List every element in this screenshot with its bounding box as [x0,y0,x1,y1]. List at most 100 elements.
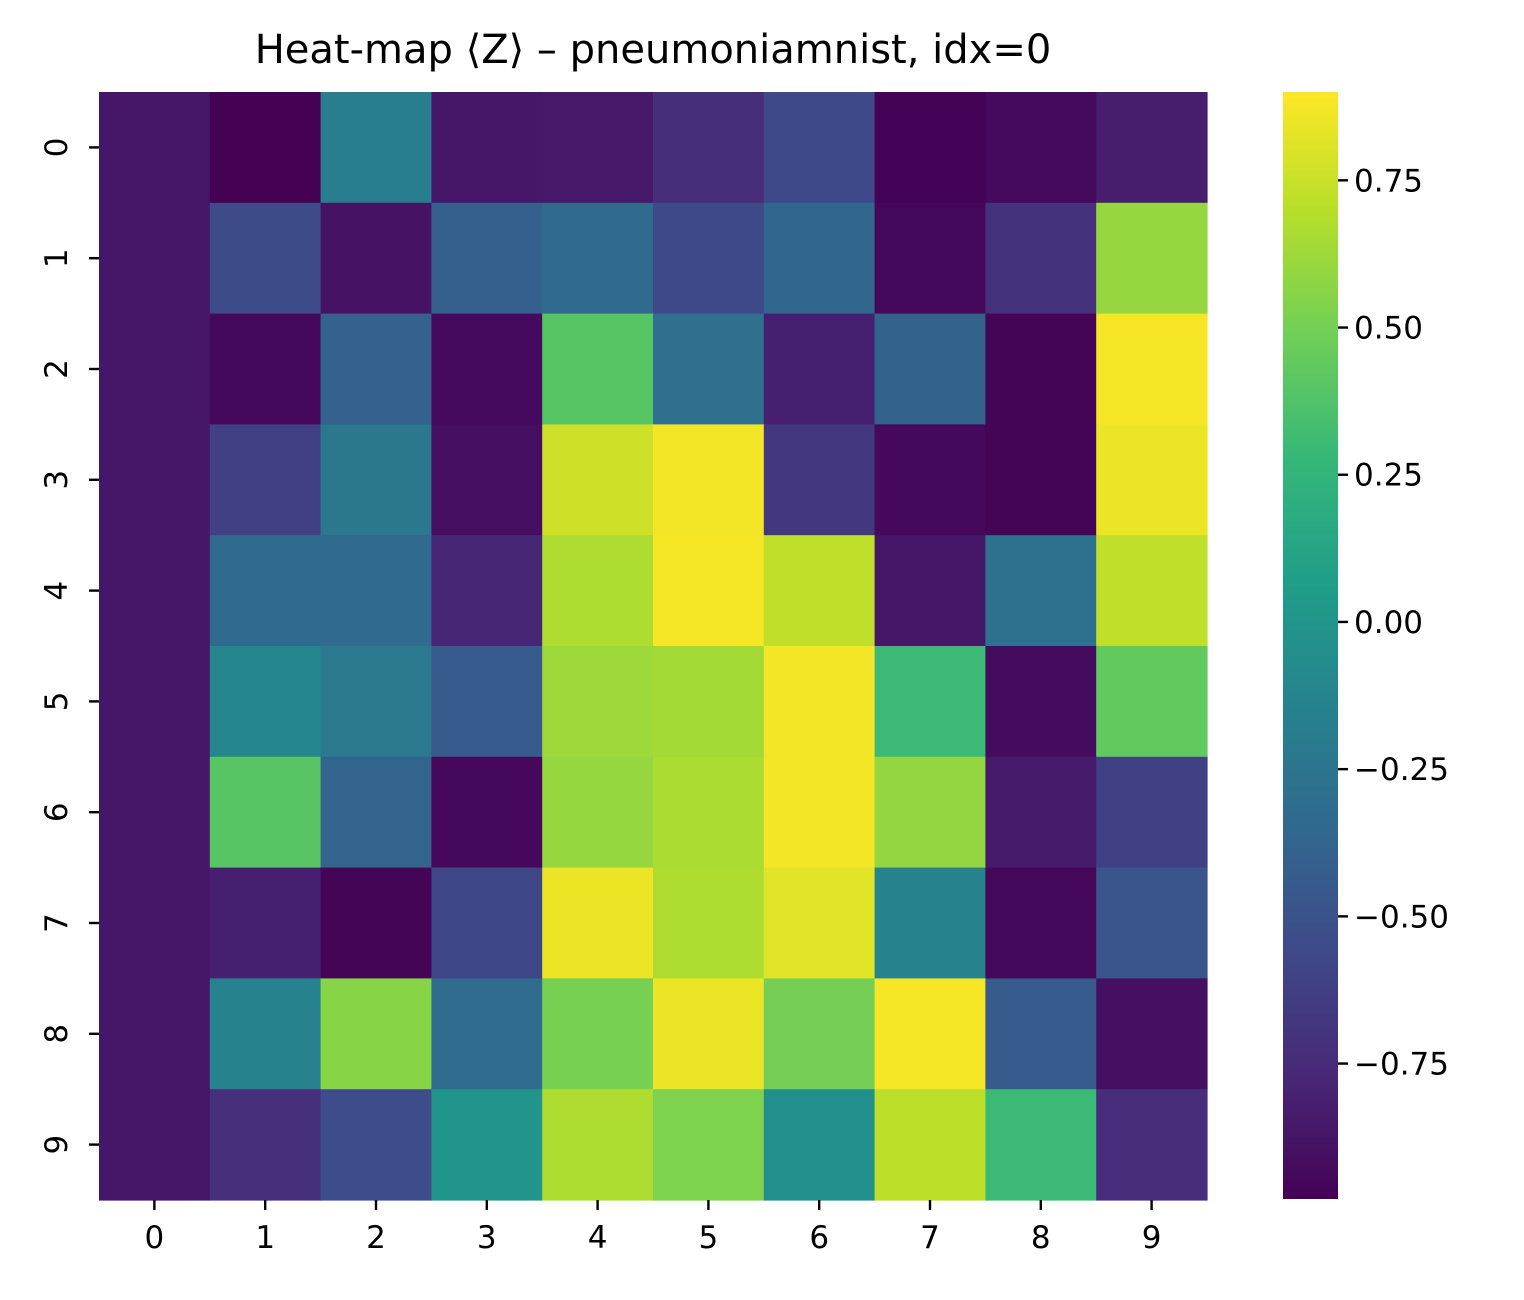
x-tick-label: 3 [477,1220,497,1256]
heatmap-cell-r2-c5 [653,313,765,425]
heatmap-cell-r2-c3 [431,313,543,425]
heatmap-cell-r8-c3 [431,978,543,1090]
heatmap-cell-r5-c3 [431,646,543,758]
heatmap-cell-r0-c7 [874,92,986,204]
heatmap-cell-r9-c6 [763,1089,876,1201]
heatmap-cell-r6-c7 [874,756,986,869]
heatmap-cell-r6-c2 [320,756,432,869]
heatmap-cell-r0-c3 [431,92,543,204]
heatmap-cell-r7-c7 [874,867,986,979]
heatmap-cell-r4-c2 [320,535,432,647]
chart-title: Heat-map ⟨Z⟩ – pneumoniamnist, idx=0 [255,27,1052,73]
x-tick-label: 5 [699,1220,719,1256]
heatmap-cell-r0-c8 [985,92,1097,204]
heatmap-cell-r1-c3 [431,202,543,315]
x-tick-label: 1 [255,1220,275,1256]
colorbar-ticks: 0.75 0.50 0.25 0.00 −0.25 −0.50 −0.75 [1338,163,1449,1083]
heatmap-cell-r4-c1 [209,535,322,647]
heatmap-cell-r8-c4 [542,978,654,1090]
heatmap-cell-r2-c8 [985,313,1097,425]
heatmap-cell-r7-c5 [653,867,765,979]
heatmap-cells [99,92,1208,1201]
heatmap-cell-r1-c1 [209,202,322,315]
heatmap-cell-r7-c9 [1096,867,1208,979]
heatmap-cell-r3-c2 [320,424,432,536]
heatmap-cell-r8-c2 [320,978,432,1090]
heatmap-cell-r5-c9 [1096,646,1208,758]
x-tick-label: 7 [920,1220,940,1256]
heatmap-cell-r4-c6 [763,535,876,647]
heatmap-cell-r2-c0 [99,313,211,425]
heatmap-cell-r2-c1 [209,313,322,425]
x-tick-label: 4 [588,1220,608,1256]
heatmap-cell-r5-c5 [653,646,765,758]
heatmap-cell-r9-c3 [431,1089,543,1201]
heatmap-cell-r9-c9 [1096,1089,1208,1201]
heatmap-cell-r1-c9 [1096,202,1208,315]
heatmap-cell-r5-c2 [320,646,432,758]
x-tick-label: 2 [366,1220,386,1256]
heatmap-cell-r6-c8 [985,756,1097,869]
heatmap-cell-r8-c0 [99,978,211,1090]
heatmap-cell-r1-c0 [99,202,211,315]
heatmap-cell-r2-c4 [542,313,654,425]
heatmap-cell-r6-c9 [1096,756,1208,869]
heatmap-cell-r4-c0 [99,535,211,647]
heatmap-cell-r0-c6 [763,92,876,204]
heatmap-cell-r8-c5 [653,978,765,1090]
x-tick-label: 9 [1142,1220,1162,1256]
heatmap-cell-r5-c7 [874,646,986,758]
heatmap-cell-r4-c7 [874,535,986,647]
heatmap-cell-r7-c0 [99,867,211,979]
heatmap-cell-r7-c2 [320,867,432,979]
heatmap-cell-r1-c4 [542,202,654,315]
heatmap-cell-r9-c4 [542,1089,654,1201]
heatmap-cell-r6-c1 [209,756,322,869]
heatmap-cell-r3-c6 [763,424,876,536]
heatmap-cell-r9-c8 [985,1089,1097,1201]
heatmap-cell-r5-c0 [99,646,211,758]
y-tick-label: 1 [39,248,75,268]
x-tick-label: 0 [145,1220,165,1256]
heatmap-cell-r3-c0 [99,424,211,536]
heatmap-cell-r0-c0 [99,92,211,204]
heatmap-cell-r9-c1 [209,1089,322,1201]
colorbar-tick-label: 0.50 [1354,311,1423,347]
heatmap-cell-r3-c7 [874,424,986,536]
y-tick-label: 0 [39,138,75,158]
y-tick-label: 9 [39,1135,75,1155]
heatmap-cell-r5-c8 [985,646,1097,758]
heatmap-cell-r4-c8 [985,535,1097,647]
y-tick-label: 3 [39,470,75,490]
colorbar-tick-label: −0.25 [1354,752,1449,788]
x-tick-label: 6 [809,1220,829,1256]
heatmap-cell-r8-c9 [1096,978,1208,1090]
heatmap-cell-r6-c3 [431,756,543,869]
heatmap-cell-r2-c9 [1096,313,1208,425]
heatmap-cell-r3-c9 [1096,424,1208,536]
colorbar-tick-label: 0.75 [1354,163,1423,199]
heatmap-cell-r7-c1 [209,867,322,979]
heatmap-cell-r6-c4 [542,756,654,869]
heatmap-cell-r9-c5 [653,1089,765,1201]
heatmap-cell-r8-c1 [209,978,322,1090]
colorbar-gradient [1283,92,1338,1199]
colorbar-tick-label: −0.75 [1354,1047,1449,1083]
heatmap-cell-r0-c1 [209,92,322,204]
heatmap-cell-r3-c8 [985,424,1097,536]
heatmap-cell-r4-c4 [542,535,654,647]
heatmap-cell-r8-c6 [763,978,876,1090]
heatmap-cell-r2-c2 [320,313,432,425]
heatmap-cell-r0-c9 [1096,92,1208,204]
heatmap-cell-r2-c7 [874,313,986,425]
heatmap-cell-r9-c2 [320,1089,432,1201]
y-tick-label: 8 [39,1024,75,1044]
colorbar-tick-label: −0.50 [1354,899,1449,935]
heatmap-cell-r1-c7 [874,202,986,315]
heatmap-cell-r5-c4 [542,646,654,758]
heatmap-cell-r1-c5 [653,202,765,315]
heatmap-cell-r3-c4 [542,424,654,536]
colorbar-tick-label: 0.00 [1354,605,1423,641]
heatmap-cell-r0-c2 [320,92,432,204]
colorbar-tick-label: 0.25 [1354,458,1423,494]
